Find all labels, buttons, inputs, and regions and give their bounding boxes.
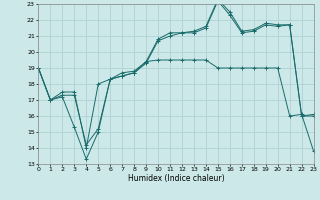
X-axis label: Humidex (Indice chaleur): Humidex (Indice chaleur) [128, 174, 224, 183]
